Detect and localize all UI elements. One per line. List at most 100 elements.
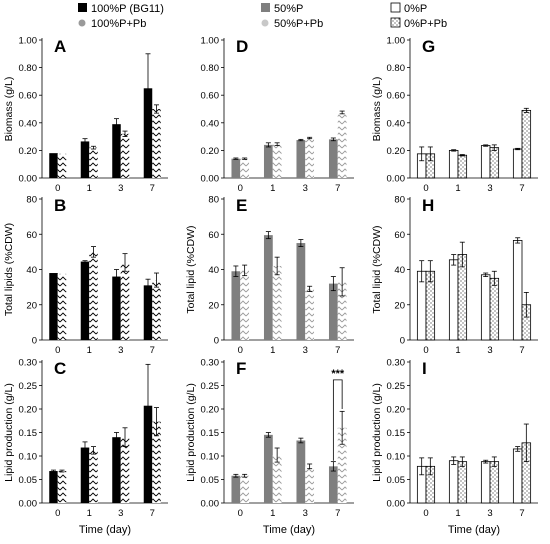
- x-tick-label: 3: [303, 183, 308, 194]
- y-tick-label: 0.15: [19, 428, 38, 439]
- legend-swatch: [390, 17, 401, 28]
- bar: [152, 421, 161, 503]
- x-tick-label: 1: [455, 508, 460, 519]
- bar: [521, 109, 532, 179]
- chart-panel-g: 0.00 0.20 0.40 0.60 0.80 1.00 Biomass (g/L) G 0 1…: [371, 36, 538, 194]
- x-axis-label: Time (day): [79, 524, 131, 536]
- bar: [120, 133, 130, 178]
- y-tick-label: 0.25: [387, 381, 406, 392]
- bar: [49, 153, 58, 178]
- y-axis-label: Biomass (g/L): [3, 77, 15, 142]
- y-tick-label: 0.00: [201, 174, 220, 185]
- bar: [457, 461, 468, 504]
- y-tick-label: 0.15: [387, 428, 406, 439]
- y-tick-label: 0.05: [19, 475, 38, 486]
- bar: [337, 427, 347, 503]
- y-tick-label: 40: [208, 265, 219, 276]
- x-tick-label: 3: [303, 345, 308, 356]
- y-tick-label: 20: [394, 300, 405, 311]
- panels: 0.00 0.20 0.40 0.60 0.80 1.00 Biomass (g/L) A 0 1…: [3, 36, 538, 536]
- bar: [80, 261, 90, 340]
- legend-label: 50%P: [274, 3, 303, 15]
- panel-letter: I: [422, 359, 427, 378]
- bar: [489, 277, 500, 341]
- bar: [512, 448, 523, 504]
- y-tick-label: 0.80: [201, 63, 220, 74]
- bar: [89, 450, 98, 503]
- panel-letter: E: [236, 196, 247, 215]
- x-tick-label: 1: [87, 345, 92, 356]
- y-tick-label: 0.05: [387, 475, 406, 486]
- legend-swatch: [78, 19, 86, 27]
- bar: [143, 405, 153, 503]
- y-tick-label: 0.60: [19, 91, 38, 102]
- x-tick-label: 1: [270, 508, 275, 519]
- y-tick-label: 60: [394, 230, 405, 241]
- y-tick-label: 40: [394, 265, 405, 276]
- chart-panel-i: 0.00 0.05 0.10 0.15 0.20 0.25 0.30 Lipid produc…: [371, 358, 538, 536]
- bar: [120, 437, 130, 503]
- bar: [80, 141, 90, 178]
- x-tick-label: 0: [423, 183, 428, 194]
- y-tick-label: 0.30: [19, 358, 38, 369]
- bar: [263, 235, 273, 340]
- x-tick-label: 0: [238, 508, 243, 519]
- bar: [89, 147, 98, 178]
- bar: [328, 139, 338, 178]
- x-tick-label: 7: [519, 345, 524, 356]
- x-tick-label: 1: [455, 183, 460, 194]
- panel-letter: D: [236, 37, 248, 56]
- panel-letter: B: [54, 196, 66, 215]
- bar: [305, 466, 315, 503]
- bar: [337, 112, 347, 178]
- y-tick-label: 0.00: [19, 499, 38, 510]
- y-tick-label: 80: [394, 195, 405, 206]
- bar: [512, 148, 523, 179]
- panel-letter: F: [236, 359, 246, 378]
- chart-panel-d: 0.00 0.20 0.40 0.60 0.80 1.00 D 0 1 3 7: [201, 36, 354, 194]
- y-tick-label: 0.20: [201, 146, 220, 157]
- y-tick-label: 40: [26, 265, 37, 276]
- y-tick-label: 0.60: [387, 91, 406, 102]
- bar: [272, 144, 282, 178]
- bar: [240, 158, 250, 178]
- x-tick-label: 7: [519, 183, 524, 194]
- x-tick-label: 7: [335, 183, 340, 194]
- bar: [80, 447, 90, 503]
- bar: [263, 144, 273, 178]
- y-axis-label: Lipid production (g/L): [3, 383, 15, 482]
- bar: [231, 271, 241, 340]
- x-tick-label: 3: [118, 345, 123, 356]
- y-tick-label: 0.20: [387, 405, 406, 416]
- bar: [448, 460, 459, 504]
- chart-panel-c: 0.00 0.05 0.10 0.15 0.20 0.25 0.30 Lipid produc…: [3, 358, 168, 536]
- bar: [457, 154, 468, 179]
- bar: [49, 471, 58, 503]
- bar: [448, 259, 459, 341]
- bar: [328, 466, 338, 503]
- x-tick-label: 3: [118, 183, 123, 194]
- bar: [231, 158, 241, 178]
- x-tick-label: 3: [487, 345, 492, 356]
- bar: [272, 265, 282, 340]
- bar: [489, 461, 500, 504]
- bar: [57, 273, 67, 340]
- y-axis-label: Total lipid (%CDW): [371, 225, 383, 313]
- y-tick-label: 0.40: [19, 118, 38, 129]
- chart-panel-h: 0 20 40 60 80 Total lipid (%CDW) H 0 1 3 7: [371, 195, 538, 356]
- legend-label: 100%P+Pb: [91, 18, 146, 30]
- bar: [512, 240, 523, 341]
- x-tick-label: 0: [238, 183, 243, 194]
- y-tick-label: 0.25: [201, 381, 220, 392]
- y-tick-label: 80: [208, 195, 219, 206]
- panel-letter: G: [422, 37, 435, 56]
- bar: [57, 153, 67, 178]
- bar: [240, 270, 250, 340]
- y-tick-label: 0: [400, 336, 405, 347]
- y-tick-label: 60: [26, 230, 37, 241]
- y-tick-label: 0.30: [201, 358, 220, 369]
- panel-letter: C: [54, 359, 66, 378]
- x-tick-label: 0: [423, 345, 428, 356]
- x-tick-label: 3: [303, 508, 308, 519]
- bar: [448, 149, 459, 179]
